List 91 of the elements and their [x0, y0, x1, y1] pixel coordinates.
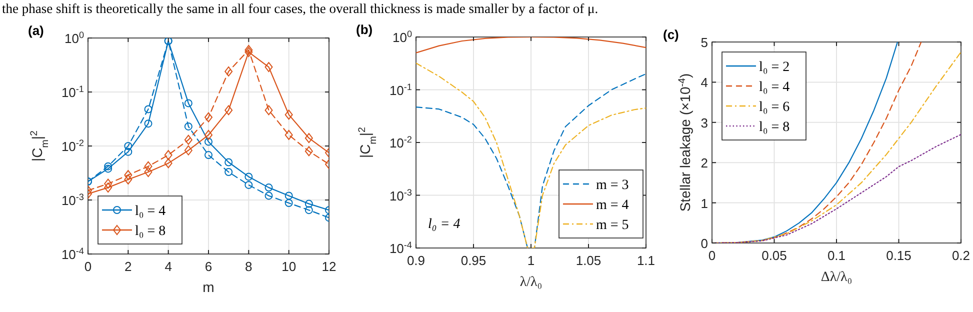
legend-label: l₀ = 2: [759, 60, 790, 75]
point: [244, 172, 253, 181]
legend-label: l₀ = 8: [135, 224, 166, 239]
annotation: l₀ = 4: [428, 217, 460, 232]
y-tick-label: 10$^{0}$: [392, 29, 412, 45]
legend-label: l₀ = 4: [135, 204, 166, 219]
y-tick-label: 10$^{-4}$: [61, 246, 84, 262]
x-axis-title: m: [202, 279, 214, 295]
point: [164, 158, 172, 168]
point: [164, 150, 172, 160]
point: [124, 142, 132, 150]
point: [284, 192, 293, 200]
point: [104, 162, 112, 170]
point: [284, 130, 293, 140]
point: [184, 145, 192, 156]
legend-label: m = 5: [596, 218, 629, 233]
y-tick-label: 5: [700, 35, 708, 50]
y-tick-label: 1: [700, 196, 708, 211]
point: [144, 120, 152, 128]
point: [304, 146, 313, 156]
point: [244, 44, 253, 55]
point: [144, 105, 152, 114]
legend-label: l₀ = 4: [759, 80, 790, 95]
y-tick-label: 3: [700, 115, 708, 130]
chart-title: (c): [663, 27, 679, 42]
point: [104, 182, 112, 193]
point: [284, 199, 293, 207]
point: [304, 133, 313, 144]
y-tick-label: 10$^{-2}$: [61, 138, 84, 154]
point: [224, 66, 233, 76]
x-tick-label: 0.9: [406, 253, 426, 268]
y-tick-label: 10$^{0}$: [64, 30, 84, 46]
y-tick-label: 2: [700, 156, 708, 171]
point: [224, 158, 233, 166]
point: [184, 99, 192, 108]
text: the phase shift is theoretically the same in all four cases, the overall thickness is made smaller by a factor of μ.: [2, 1, 598, 16]
x-tick-label: 1.1: [636, 253, 656, 268]
point: [124, 148, 132, 156]
x-tick-label: 8: [245, 259, 252, 274]
point: [224, 105, 233, 116]
legend-label: m = 4: [596, 198, 629, 213]
chart-title: (a): [28, 23, 44, 38]
line-series: [416, 37, 646, 54]
point: [224, 168, 233, 176]
point: [184, 134, 192, 145]
point: [284, 110, 293, 120]
point: [104, 164, 112, 173]
x-tick-label: 1.05: [576, 253, 602, 268]
point: [124, 170, 132, 180]
x-tick-label: 10: [282, 259, 296, 274]
y-tick-label: 10$^{-2}$: [389, 134, 412, 150]
chart-title: (b): [356, 22, 373, 37]
x-tick-label: 0.05: [762, 248, 787, 263]
point: [124, 174, 132, 184]
point: [264, 62, 273, 72]
point: [244, 47, 253, 58]
point: [264, 192, 273, 200]
point: [264, 105, 273, 116]
x-axis-title: Δλ/λ₀: [820, 270, 852, 285]
y-tick-label: 10$^{-3}$: [61, 192, 84, 208]
x-tick-label: 1: [527, 253, 535, 268]
point: [144, 161, 152, 172]
y-tick-label: 10$^{-1}$: [389, 82, 412, 98]
x-tick-label: 0.1: [827, 248, 846, 263]
x-tick-label: 0.2: [952, 248, 970, 263]
x-tick-label: 0.15: [886, 248, 912, 263]
y-tick-label: 10$^{-1}$: [61, 84, 84, 100]
point: [264, 184, 273, 192]
point: [104, 178, 112, 189]
legend-label: m = 3: [596, 178, 629, 193]
x-tick-label: 12: [322, 259, 336, 274]
y-tick-label: 10$^{-4}$: [389, 240, 412, 256]
point: [244, 180, 253, 189]
point: [204, 151, 212, 160]
point: [204, 130, 212, 140]
point: [304, 206, 313, 214]
x-tick-label: 4: [164, 259, 172, 274]
x-tick-label: 2: [124, 259, 132, 274]
x-tick-label: 0.95: [460, 253, 486, 268]
point: [184, 122, 192, 130]
y-tick-label: 0: [700, 236, 708, 251]
point: [144, 167, 152, 177]
point: [304, 200, 313, 208]
point: [204, 138, 212, 146]
x-tick-label: 6: [204, 259, 212, 274]
y-tick-label: 10$^{-3}$: [389, 187, 412, 204]
point: [204, 112, 212, 122]
y-tick-label: 4: [700, 75, 708, 90]
x-axis-title: λ/λ₀: [520, 275, 542, 290]
legend-label: l₀ = 8: [759, 120, 790, 135]
legend-label: l₀ = 6: [759, 100, 790, 115]
